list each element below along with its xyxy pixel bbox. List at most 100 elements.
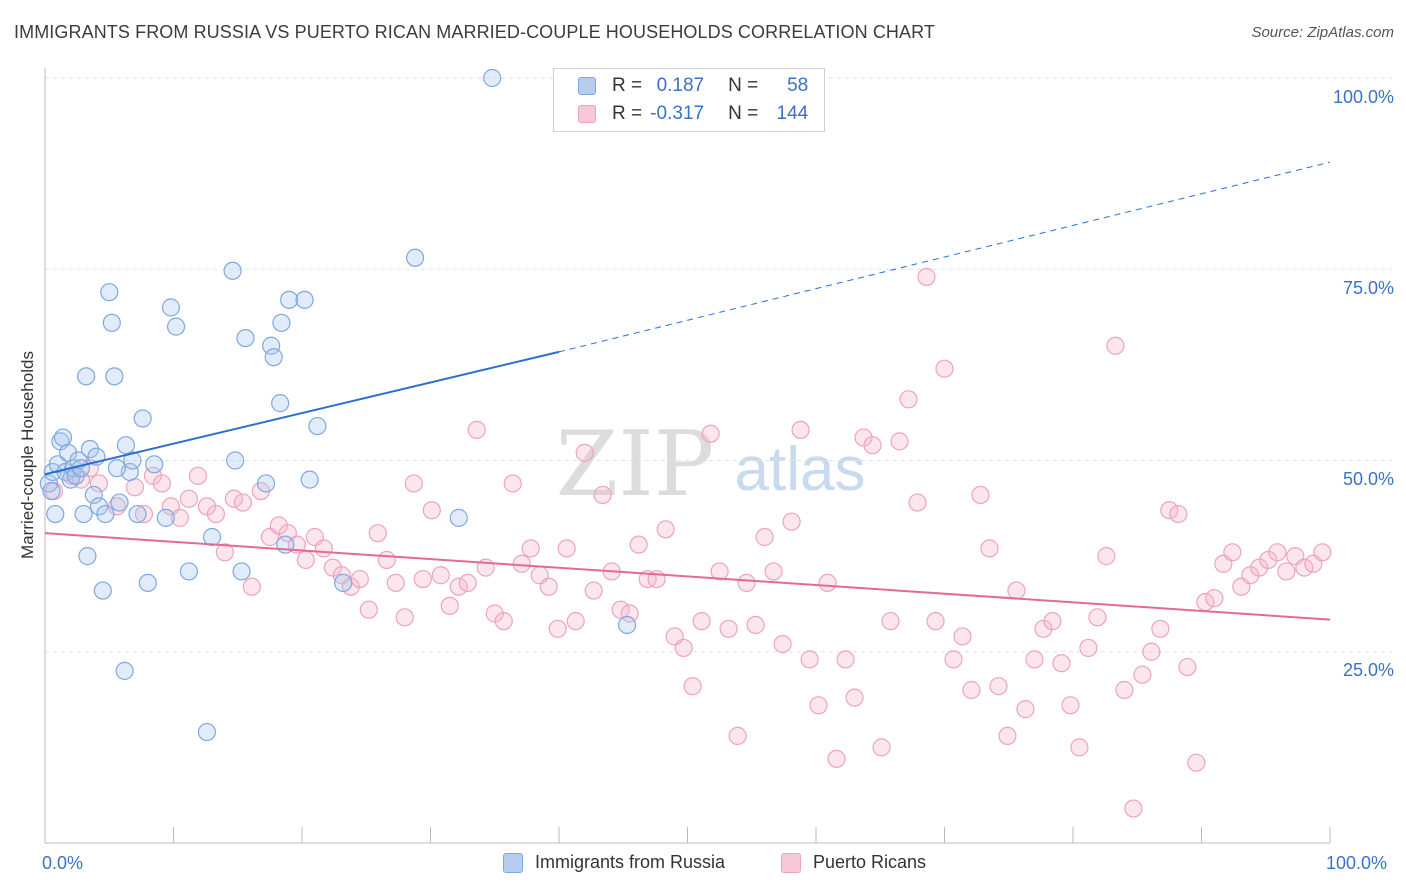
legend-n-value: 58 xyxy=(787,75,809,96)
puerto-rican-point xyxy=(359,600,378,619)
russia-point xyxy=(156,508,175,527)
legend-r-value: 0.187 xyxy=(656,75,705,96)
puerto-rican-point xyxy=(224,489,243,508)
bottom-legend-puerto-rican-label: Puerto Ricans xyxy=(813,852,927,872)
bottom-legend-puerto-rican: Puerto Ricans xyxy=(781,852,926,873)
puerto-rican-point xyxy=(899,390,918,409)
russia-point xyxy=(115,661,134,680)
russia-swatch-icon xyxy=(578,77,596,95)
puerto-rican-point xyxy=(458,573,477,593)
puerto-rican-point xyxy=(215,543,234,562)
legend-r-label: R = xyxy=(612,75,643,96)
russia-point xyxy=(449,508,468,527)
russia-point xyxy=(74,504,93,524)
russia-point xyxy=(105,367,124,386)
puerto-rican-swatch-icon xyxy=(578,105,596,123)
puerto-rican-point xyxy=(350,569,369,589)
russia-point xyxy=(197,722,217,742)
puerto-rican-point xyxy=(872,738,891,757)
puerto-rican-point xyxy=(1106,336,1125,355)
puerto-rican-point xyxy=(494,612,513,631)
puerto-rican-point xyxy=(1097,547,1116,566)
puerto-rican-point xyxy=(791,420,810,439)
puerto-rican-point xyxy=(521,539,540,558)
puerto-rican-point xyxy=(170,508,190,527)
puerto-rican-point xyxy=(1295,558,1314,577)
puerto-rican-point xyxy=(674,638,693,658)
russia-point xyxy=(78,547,97,566)
russia-point xyxy=(42,482,61,501)
puerto-rican-trend-line xyxy=(44,532,1331,621)
puerto-rican-point xyxy=(386,573,405,593)
russia-point xyxy=(102,313,121,332)
puerto-rican-point xyxy=(917,267,936,286)
russia-point xyxy=(107,459,127,478)
puerto-rican-point xyxy=(692,612,711,631)
x-tick-label-max: 100.0% xyxy=(1326,853,1388,873)
y-tick-label-25: 25.0% xyxy=(1342,660,1394,680)
puerto-rican-point xyxy=(467,420,486,439)
puerto-rican-point xyxy=(422,501,441,520)
puerto-rican-point xyxy=(710,562,729,581)
puerto-rican-point xyxy=(413,569,432,589)
puerto-rican-point xyxy=(1187,753,1206,772)
puerto-rican-point xyxy=(1205,589,1224,608)
puerto-rican-point xyxy=(179,489,199,508)
puerto-rican-point xyxy=(1043,612,1062,631)
russia-point xyxy=(138,573,157,593)
russia-point xyxy=(96,504,115,524)
russia-point xyxy=(262,336,281,355)
y-tick-label-50: 50.0% xyxy=(1342,469,1394,489)
x-tick-label-min: 0.0% xyxy=(42,853,84,873)
puerto-rican-point xyxy=(449,577,468,596)
russia-point xyxy=(77,367,96,386)
puerto-rican-point xyxy=(1133,665,1152,684)
puerto-rican-point xyxy=(188,466,208,485)
puerto-rican-point xyxy=(566,612,585,631)
puerto-rican-point xyxy=(989,677,1008,696)
legend-n-value: 144 xyxy=(776,103,809,124)
russia-point xyxy=(295,290,314,309)
puerto-rican-point xyxy=(206,504,226,524)
puerto-rican-point xyxy=(962,680,981,700)
puerto-rican-point xyxy=(818,573,837,593)
legend-row-russia: R = 0.187 N = 58 xyxy=(578,73,808,99)
russia-legend-swatch-icon xyxy=(503,852,523,873)
y-tick-label-100: 100.0% xyxy=(1332,87,1394,107)
russia-point xyxy=(123,451,142,470)
russia-point xyxy=(226,451,245,470)
puerto-rican-point xyxy=(377,550,396,570)
russia-point xyxy=(128,504,147,524)
puerto-rican-point xyxy=(755,527,774,547)
puerto-rican-point xyxy=(1160,501,1179,520)
russia-point xyxy=(256,474,276,493)
puerto-rican-point xyxy=(1025,650,1044,669)
puerto-rican-point xyxy=(629,535,648,554)
russia-point xyxy=(110,493,129,512)
puerto-rican-point xyxy=(1151,619,1170,638)
puerto-rican-point xyxy=(593,485,612,505)
russia-point xyxy=(232,562,251,581)
puerto-rican-point xyxy=(1268,543,1287,562)
russia-trend-line xyxy=(44,350,560,476)
puerto-rican-point xyxy=(656,520,675,539)
legend-r-label: R = xyxy=(612,103,643,124)
bottom-legend-russia-label: Immigrants from Russia xyxy=(535,852,726,872)
russia-point xyxy=(46,504,65,524)
russia-point xyxy=(223,261,242,280)
puerto-rican-point xyxy=(1088,608,1107,627)
puerto-rican-point xyxy=(998,726,1017,746)
puerto-rican-point xyxy=(440,596,459,615)
puerto-rican-point xyxy=(575,443,594,462)
puerto-rican-point xyxy=(1052,654,1071,673)
puerto-rican-point xyxy=(296,550,315,570)
puerto-rican-point xyxy=(314,539,333,558)
puerto-rican-point xyxy=(845,688,864,707)
puerto-rican-point xyxy=(719,619,738,638)
legend-r-value: -0.317 xyxy=(650,103,705,124)
russia-point xyxy=(300,470,319,489)
watermark-atlas: atlas xyxy=(735,435,866,504)
russia-point xyxy=(71,459,91,478)
puerto-rican-point xyxy=(1223,543,1242,562)
bottom-legend-russia: Immigrants from Russia xyxy=(503,852,725,873)
